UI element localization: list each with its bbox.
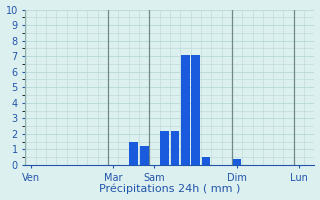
Bar xyxy=(181,55,190,165)
X-axis label: Précipitations 24h ( mm ): Précipitations 24h ( mm ) xyxy=(99,184,241,194)
Bar xyxy=(129,142,138,165)
Bar xyxy=(191,55,200,165)
Bar xyxy=(202,157,211,165)
Bar xyxy=(140,146,148,165)
Bar xyxy=(233,159,241,165)
Bar xyxy=(160,131,169,165)
Bar xyxy=(171,131,180,165)
